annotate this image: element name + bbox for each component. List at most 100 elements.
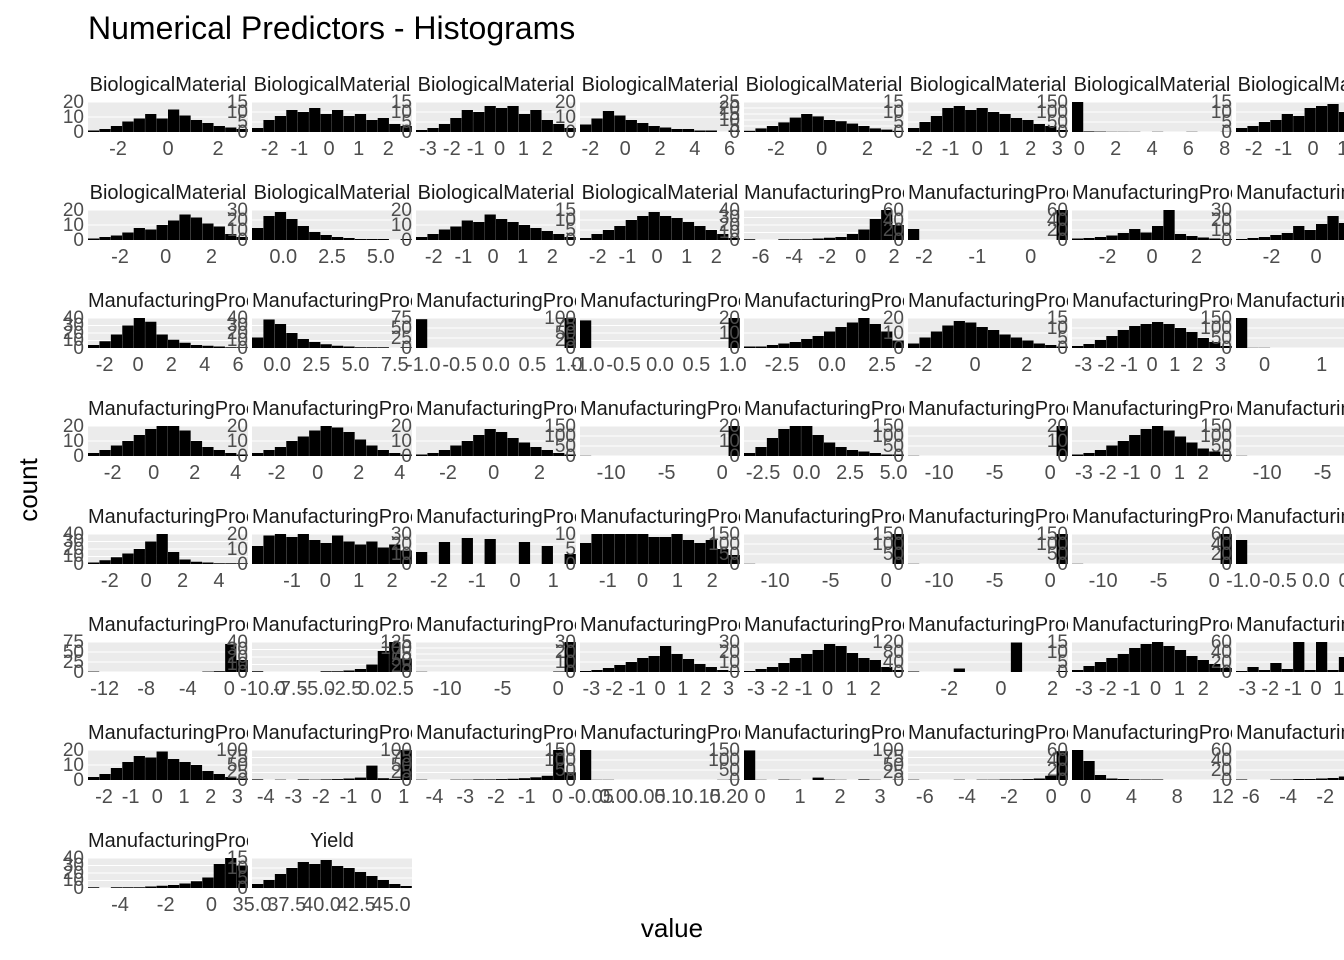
- y-tick-label: 10: [554, 523, 576, 545]
- histogram-bar: [156, 118, 168, 132]
- x-tick-label: -2: [767, 138, 785, 160]
- histogram-bar: [1106, 336, 1118, 348]
- y-tick-label: 50: [390, 317, 412, 339]
- y-tick-label: 5: [729, 115, 740, 137]
- histogram-bar: [518, 114, 531, 132]
- y-tick-label: 100: [544, 749, 576, 771]
- histogram-bar: [1033, 778, 1045, 780]
- histogram-panel: [416, 102, 576, 132]
- x-tick-label: -1: [941, 138, 960, 160]
- histogram-bar: [354, 669, 367, 672]
- panel-background: [580, 750, 740, 780]
- histogram-bar: [1304, 779, 1316, 780]
- histogram-bar: [156, 225, 168, 240]
- x-tick-label: 6: [724, 138, 736, 160]
- y-tick-label: 0: [73, 121, 84, 143]
- y-tick-label: 5: [401, 111, 412, 133]
- y-tick-label: 10: [882, 101, 904, 123]
- histogram-panel: [744, 318, 904, 348]
- histogram-bar: [438, 542, 451, 564]
- histogram-bar: [942, 325, 954, 348]
- histogram-panel: [1072, 534, 1232, 564]
- histogram-panel: [580, 642, 740, 672]
- histogram-bar: [168, 759, 180, 780]
- histogram-bar: [225, 347, 237, 348]
- histogram-bar: [202, 447, 214, 456]
- histogram-bar: [461, 538, 473, 564]
- histogram-panel: [416, 318, 576, 348]
- y-tick-label: 50: [390, 754, 412, 776]
- histogram-bar: [427, 453, 439, 456]
- x-tick-label: 0: [487, 246, 499, 268]
- y-tick-label: 30: [390, 523, 412, 545]
- histogram-bar: [252, 884, 264, 888]
- histogram-bar: [942, 108, 954, 132]
- histogram-bar: [1338, 657, 1344, 672]
- x-tick-label: 0: [140, 570, 152, 592]
- y-tick-label: 20: [718, 214, 740, 236]
- histogram-bar: [461, 110, 473, 132]
- histogram-bar: [320, 671, 332, 672]
- facet-strip-label: ManufacturingProcess: [908, 290, 1068, 312]
- y-tick-label: 0: [237, 877, 248, 899]
- histogram-bar: [1220, 346, 1232, 348]
- x-tick-label: -2: [100, 570, 119, 592]
- facet-panel: ManufacturingProcess0255075100-4-3-2-10: [380, 720, 576, 814]
- histogram-bar: [1072, 346, 1084, 348]
- x-tick-label: 40.0: [302, 894, 342, 916]
- y-tick-label: 0: [73, 769, 84, 791]
- histogram-bar: [400, 239, 412, 240]
- y-tick-label: 120: [872, 631, 904, 653]
- y-tick-label: 100: [1036, 101, 1068, 123]
- histogram-bar: [614, 665, 626, 672]
- histogram-panel: [1236, 750, 1344, 780]
- histogram-bar: [614, 534, 626, 564]
- y-tick-label: 125: [380, 631, 412, 653]
- x-tick-label: 0: [160, 246, 172, 268]
- x-tick-label: -2: [818, 246, 837, 268]
- y-tick-label: 10: [62, 430, 84, 452]
- facet-strip-label: ManufacturingProcess: [416, 506, 576, 528]
- facet-strip-label: BiologicalMaterial: [581, 182, 739, 204]
- histogram-bar: [591, 118, 603, 132]
- facet-panel: BiologicalMaterial 0 5 10 15 20 25 -2 0 2: [719, 72, 904, 166]
- histogram-bar: [858, 658, 870, 672]
- x-tick-label: 0: [1310, 246, 1322, 268]
- y-tick-label: 0: [729, 769, 740, 791]
- x-tick-label: 2: [205, 246, 217, 268]
- y-tick-label: 80: [882, 641, 904, 663]
- x-tick-label: -4: [1279, 786, 1297, 808]
- histogram-bar: [1117, 779, 1129, 780]
- histogram-bar: [1083, 453, 1095, 456]
- histogram-bar: [252, 228, 264, 240]
- y-tick-label: 75: [62, 631, 84, 653]
- facet-strip-label: ManufacturingProcess: [88, 506, 248, 528]
- x-tick-label: -4: [425, 786, 444, 808]
- x-tick-label: 0: [816, 138, 828, 160]
- y-tick-label: 40: [62, 847, 84, 869]
- histogram-bar: [377, 118, 389, 132]
- histogram-bar: [168, 109, 180, 132]
- y-tick-label: 0: [893, 769, 904, 791]
- panel-background: [1072, 102, 1232, 132]
- histogram-bar: [846, 653, 859, 672]
- histogram-bar: [213, 774, 225, 780]
- histogram-bar: [145, 229, 157, 240]
- histogram-bar: [190, 561, 203, 564]
- x-tick-label: -2: [1000, 786, 1018, 808]
- histogram-bar: [648, 126, 660, 132]
- x-tick-label: 4: [213, 570, 225, 592]
- histogram-bar: [133, 318, 145, 348]
- histogram-bar: [320, 235, 332, 240]
- y-tick-label: 150: [1200, 415, 1232, 437]
- histogram-bar: [1327, 216, 1339, 240]
- histogram-bar: [122, 762, 134, 780]
- x-tick-label: -7.5: [273, 678, 308, 700]
- histogram-bar: [1083, 666, 1095, 672]
- histogram-bar: [858, 779, 870, 780]
- histogram-bar: [354, 872, 367, 888]
- histogram-bar: [343, 116, 355, 132]
- x-tick-label: -1: [468, 570, 486, 592]
